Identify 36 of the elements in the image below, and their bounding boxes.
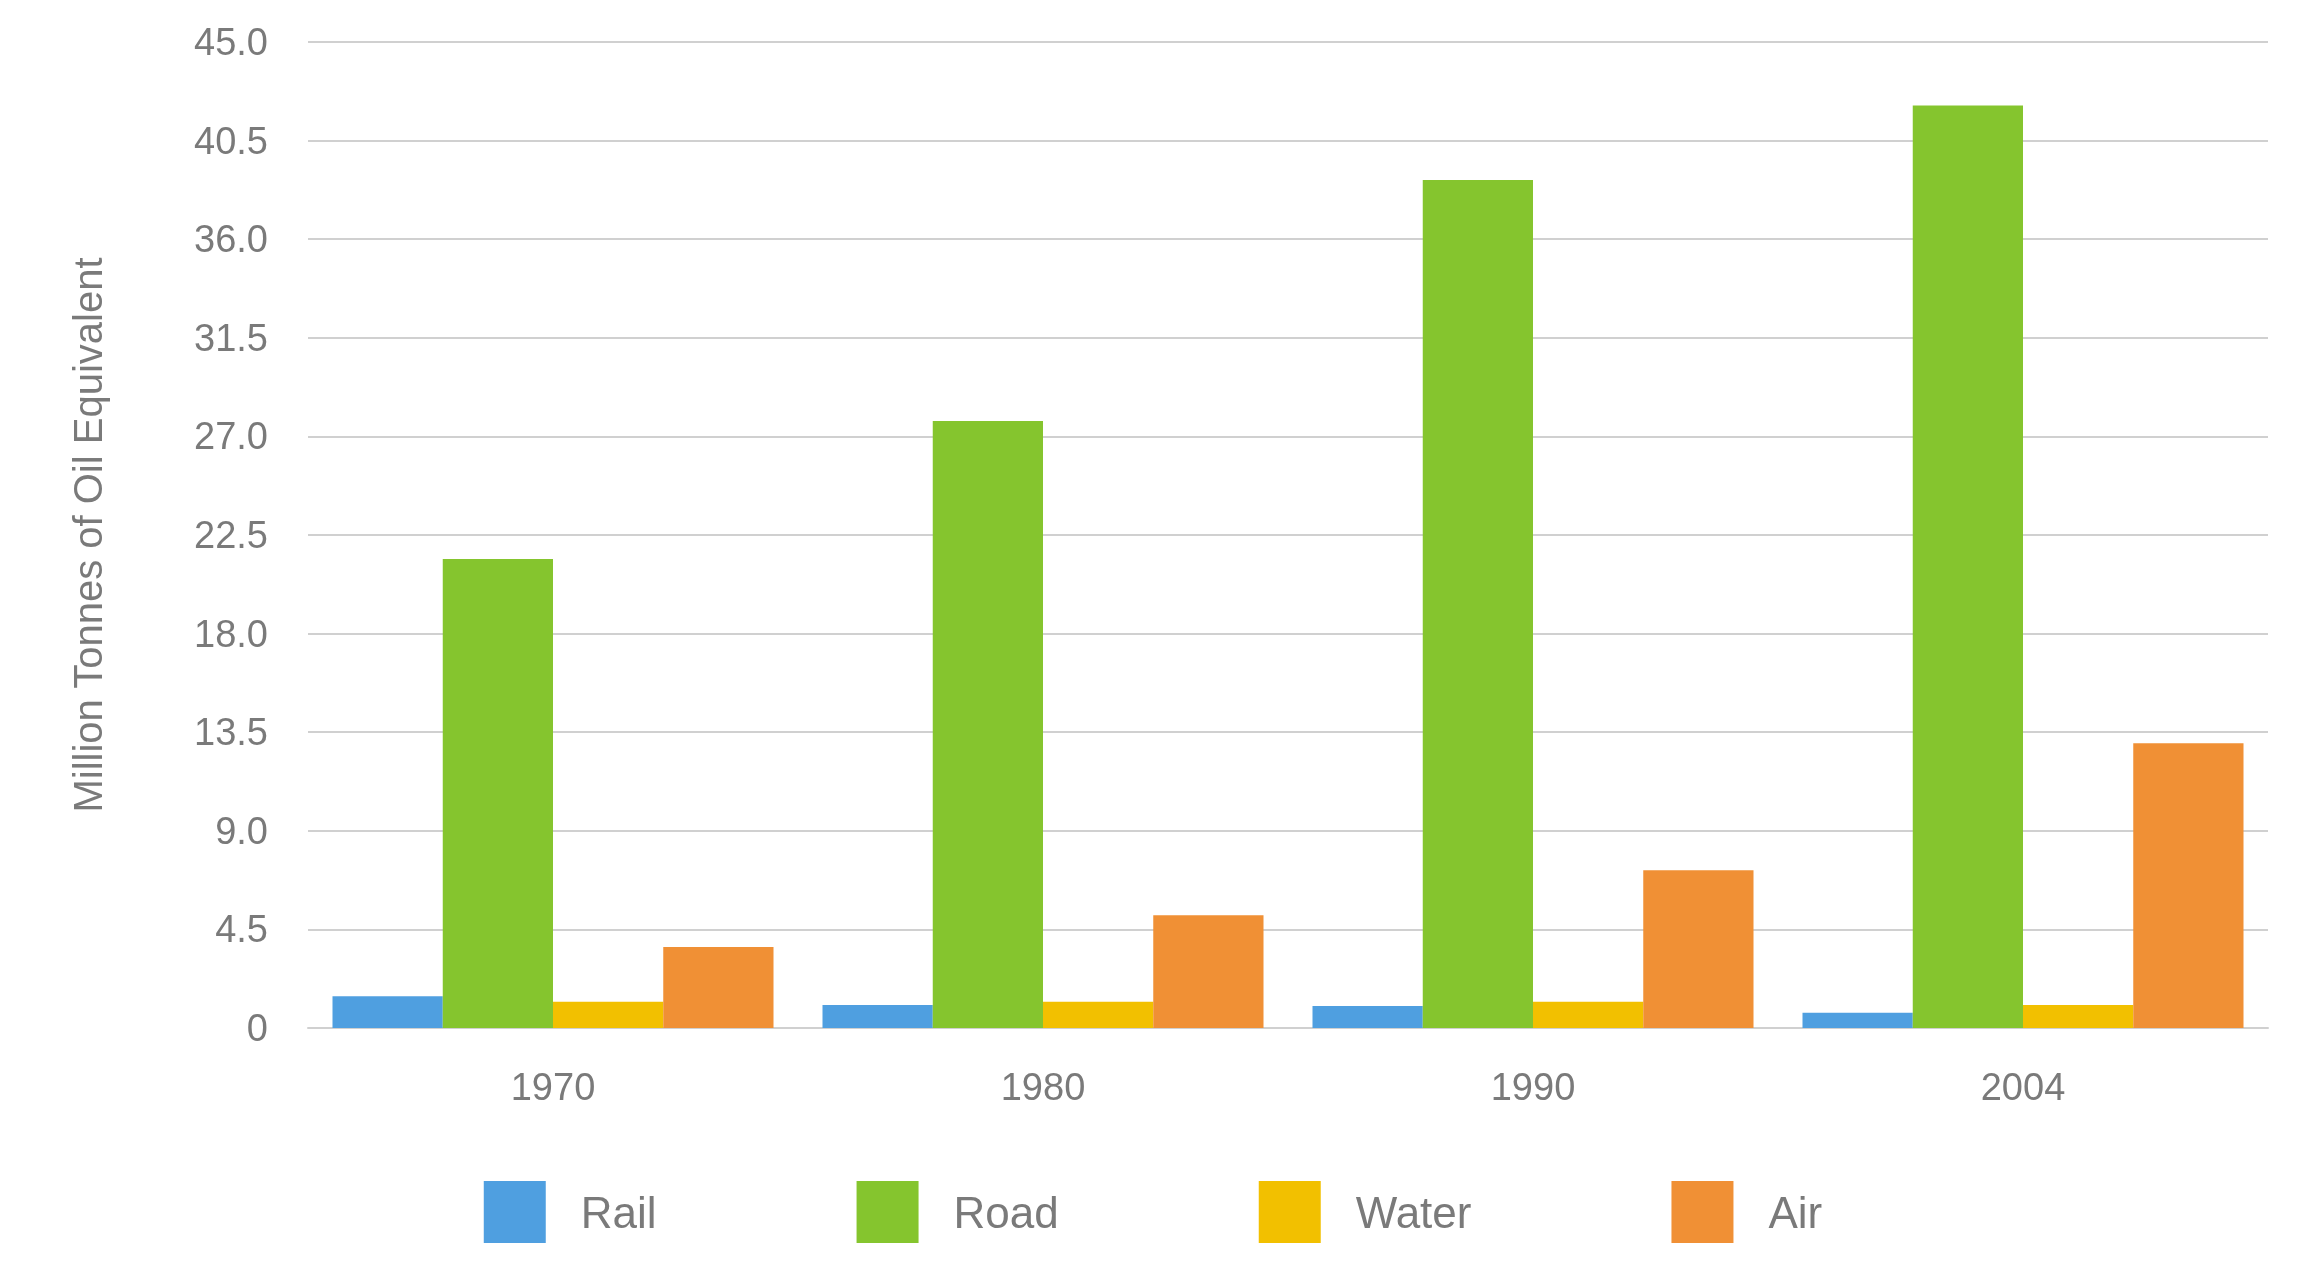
- bar: [1153, 915, 1264, 1028]
- y-tick-label: 27.0: [194, 415, 268, 458]
- x-tick-label: 1970: [510, 1066, 596, 1108]
- y-tick-label: 45.0: [194, 21, 268, 63]
- legend-label: Water: [1355, 1187, 1472, 1237]
- y-tick-label: 36.0: [194, 218, 268, 261]
- bar: [663, 946, 774, 1028]
- bar: [1533, 1001, 1644, 1028]
- y-axis-title: Million Tonnes of Oil Equivalent: [66, 257, 110, 813]
- y-tick-label: 40.5: [194, 119, 268, 162]
- legend-label: Road: [953, 1187, 1059, 1237]
- bar: [1802, 1012, 1913, 1028]
- y-tick-label: 4.5: [215, 908, 268, 951]
- bar: [1912, 105, 2023, 1028]
- y-tick-label: 18.0: [194, 612, 268, 655]
- bar: [1643, 870, 1754, 1028]
- bar: [1422, 180, 1533, 1028]
- y-tick-label: 0: [246, 1007, 268, 1049]
- y-tick-label: 9.0: [215, 809, 268, 852]
- bar: [932, 421, 1043, 1028]
- bar: [822, 1004, 933, 1028]
- bar: [553, 1001, 664, 1028]
- bar: [2023, 1004, 2134, 1028]
- legend-label: Air: [1768, 1187, 1823, 1237]
- x-tick-label: 1980: [1000, 1066, 1086, 1108]
- bar: [1043, 1001, 1154, 1028]
- y-tick-label: 31.5: [194, 316, 268, 359]
- bar: [442, 559, 553, 1028]
- y-tick-label: 22.5: [194, 514, 268, 556]
- bar: [2133, 743, 2244, 1028]
- bar: [1312, 1006, 1423, 1028]
- x-tick-label: 2004: [1980, 1066, 2066, 1108]
- x-tick-label: 1990: [1490, 1066, 1576, 1108]
- y-tick-label: 13.5: [194, 711, 268, 754]
- legend-label: Rail: [580, 1187, 657, 1237]
- bar: [332, 996, 443, 1028]
